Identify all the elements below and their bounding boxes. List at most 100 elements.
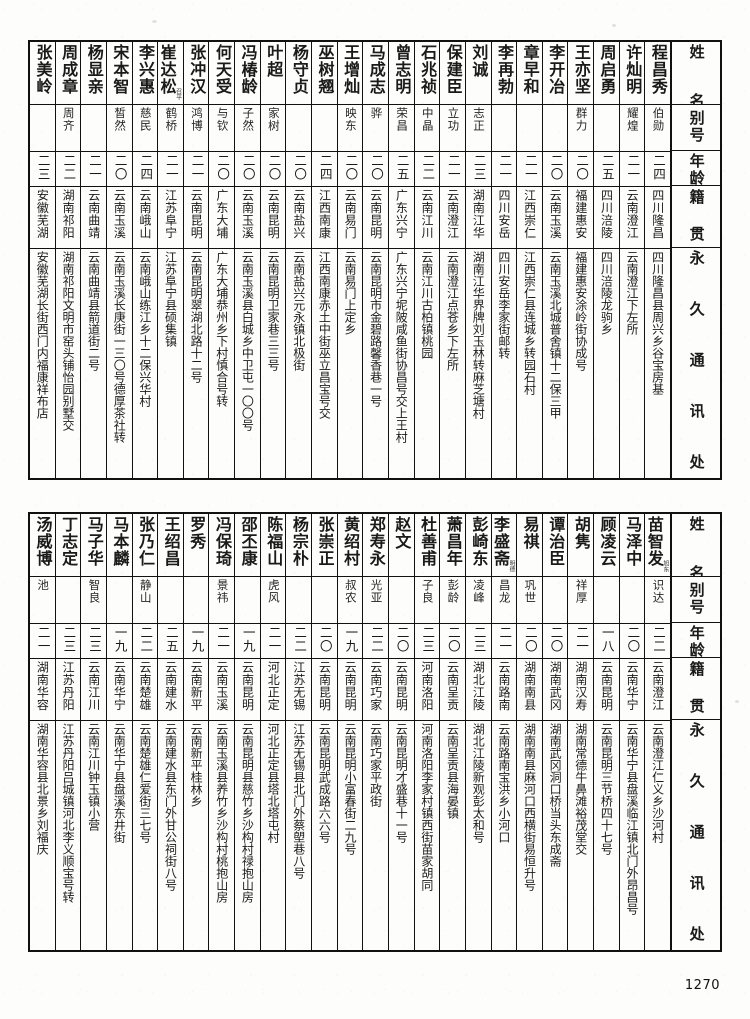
ink-smudge — [612, 24, 616, 27]
person-age: 二二 — [138, 626, 154, 653]
person-name: 石兆祯 — [418, 44, 438, 95]
person-address: 云南昆明翠湖北路十二号 — [189, 251, 204, 383]
person-origin: 安徽芜湖 — [35, 189, 50, 239]
person-address: 云南昆明三节桥四十七号 — [599, 723, 614, 855]
person-name-cell: 张崇正 — [312, 514, 337, 576]
person-entry-column[interactable]: 胡隽 祥厚 二一 湖南汉寿 湖南常德牛鼻滩裕茂堂交 — [567, 514, 594, 950]
person-entry-column[interactable]: 张乃仁 静山 二二 云南楚雄 云南楚雄仁爱街三七号 — [131, 514, 158, 950]
person-entry-column[interactable]: 何天受 与钦 二〇 广东大埔 广东大埔恭州乡下村慎合号转 — [208, 42, 235, 478]
person-entry-column[interactable]: 崔达松 召平 鹤桥 二一 江苏阜宁 江苏阜宁县硕集镇 — [157, 42, 183, 478]
person-entry-column[interactable]: 马本麟 一九 云南华宁 云南华宁县盘溪东井街 — [105, 514, 132, 950]
person-address-cell: 江苏阜宁县硕集镇 — [158, 248, 183, 478]
person-name-wrap: 保建臣 — [444, 44, 463, 102]
person-entry-column[interactable]: 陈福山 虎风 二一 河北正定 河北正定县塔北塔屯村 — [259, 514, 286, 950]
person-entry-column[interactable]: 周启勇 二五 四川涪陵 四川涪陵龙驹乡 — [593, 42, 619, 478]
person-alias-cell: 映东 — [337, 104, 363, 151]
person-entry-column[interactable]: 马泽中 二〇 云南华宁 云南华宁县盘溪临江镇北门外昂昌号 — [618, 514, 645, 950]
person-entry-column[interactable]: 谭治臣 二〇 湖南武冈 湖南武冈洞口桥当头东成斋 — [541, 514, 568, 950]
person-entry-column[interactable]: 叶超 家树 二〇 云南昆明 云南昆明卫家巷三三号 — [259, 42, 286, 478]
person-address-cell: 云南昆明县慈竹乡沙构村禄抱山房 — [235, 720, 260, 950]
person-name-wrap: 张美岭 — [33, 44, 52, 102]
person-name-wrap: 彭崎东 — [469, 516, 489, 574]
person-entry-column[interactable]: 许灿明 耀煌 二一 云南澄江 云南澄江下左所 — [618, 42, 645, 478]
person-age: 二一 — [625, 154, 641, 181]
person-entry-column[interactable]: 石兆祯 中晶 二二 云南江川 云南江川古柏镇桃园 — [413, 42, 440, 478]
person-entry-column[interactable]: 郑寿永 光亚 二二 云南巧家 云南巧家平政街 — [362, 514, 388, 950]
person-alias-cell: 家树 — [260, 104, 286, 151]
person-entry-column[interactable]: 章早和 二一 江西崇仁 江西崇仁县连城乡转园石村 — [516, 42, 542, 478]
person-entry-column[interactable]: 赵文 二〇 云南昆明 云南昆明才盛巷十一号 — [387, 514, 414, 950]
person-name-cell: 石兆祯 — [415, 42, 440, 104]
person-entry-column[interactable]: 萧昌年 彭龄 二〇 云南呈贡 云南呈贡县海晏镇 — [439, 514, 465, 950]
person-name: 冯椿龄 — [238, 44, 258, 95]
person-address-cell: 云南华宁县盘溪临江镇北门外昂昌号 — [619, 720, 645, 950]
person-name-wrap: 石兆祯 — [418, 44, 438, 102]
person-entry-column[interactable]: 李盛斋 明德 昌龙 二一 云南路南 云南路南宝洪乡小河口 — [490, 514, 517, 950]
person-entry-column[interactable]: 李开冶 二〇 云南玉溪 云南玉溪北城普舍镇十二保三甲 — [541, 42, 568, 478]
person-origin-cell: 四川隆昌 — [645, 186, 670, 248]
person-entry-column[interactable]: 曾志明 荣昌 二五 广东兴宁 广东兴宁坭陂咸鱼街协昌号交上王村 — [387, 42, 414, 478]
person-entry-column[interactable]: 张冲汉 鸿博 二一 云南昆明 云南昆明翠湖北路十二号 — [182, 42, 209, 478]
person-alias-cell: 昌龙 — [491, 576, 517, 623]
person-alias-cell — [158, 576, 183, 623]
person-age: 二五 — [394, 154, 410, 181]
person-entry-column[interactable]: 张美岭 二三 安徽芜湖 安徽芜湖长街西门内福康祥布店 — [29, 42, 55, 478]
person-entry-column[interactable]: 杨宗朴 二二 江苏无锡 江苏无锡县北门外蔡塱巷八号 — [285, 514, 312, 950]
person-entry-column[interactable]: 邵丕康 一九 云南昆明 云南昆明县慈竹乡沙构村禄抱山房 — [234, 514, 260, 950]
person-entry-column[interactable]: 杨显亲 二一 云南曲靖 云南曲靖县箭道街二号 — [80, 42, 106, 478]
person-name-wrap: 马成志 — [367, 44, 386, 102]
person-entry-column[interactable]: 李兴惠 慈民 二四 云南峨山 云南峨山练江乡十二保兴华村 — [131, 42, 158, 478]
person-entry-column[interactable]: 汤威博池二一 湖南华容 湖南华容县北景乡刘福庆 — [29, 514, 55, 950]
person-entry-column[interactable]: 冯保琦 景祎 二一 云南玉溪 云南玉溪县养竹乡沙构村桃抱山房 — [208, 514, 235, 950]
person-address: 湖南常德牛鼻滩裕茂堂交 — [573, 723, 588, 855]
person-address: 云南玉溪长庚街一三〇号德厚茶社转 — [112, 251, 127, 443]
person-entry-column[interactable]: 王亦坚 群力 二〇 福建惠安 福建惠安涂岭街协成号 — [567, 42, 594, 478]
person-origin-cell: 湖北江陵 — [465, 658, 491, 720]
person-name-cell: 赵文 — [389, 514, 414, 576]
person-entry-column[interactable]: 马子华 智良 二三 云南江川 云南江川钟玉镇小营 — [80, 514, 106, 950]
person-age-cell: 二一 — [260, 623, 286, 658]
person-entry-column[interactable]: 易祺 巩世 二〇 湖南南县 湖南南县麻河口西横街易恒升号 — [516, 514, 542, 950]
person-age-cell: 二三 — [465, 151, 491, 186]
person-name: 彭崎东 — [469, 516, 489, 567]
person-entry-column[interactable]: 程昌秀 伯勋 二四 四川隆昌 四川隆昌县周兴乡谷宝房基 — [644, 42, 670, 478]
person-name: 胡隽 — [571, 516, 591, 550]
person-origin-cell: 云南玉溪 — [542, 186, 568, 248]
person-alias: 叔农 — [343, 579, 358, 604]
person-entry-column[interactable]: 苗智发 旭东 识达 二二 云南澄江 云南澄江仁义乡沙河村 — [644, 514, 670, 950]
person-origin: 江苏丹阳 — [61, 661, 76, 711]
person-entry-column[interactable]: 巫树翘 二四 江西南康 江西南康赤土中街巫立昌宝号交 — [311, 42, 337, 478]
person-entry-column[interactable]: 彭崎东 凌峰 二三 湖北江陵 湖北江陵新观彭太和号 — [464, 514, 491, 950]
person-entry-column[interactable]: 王绍昌 二五 云南建水 云南建水县东门外甘公祠街八号 — [157, 514, 183, 950]
person-entry-column[interactable]: 保建臣 立功 二一 云南澄江 云南澄江点苍乡下左所 — [439, 42, 465, 478]
person-entry-column[interactable]: 罗秀 一九 云南新平 云南新平桂林乡 — [182, 514, 209, 950]
person-name: 张崇正 — [315, 516, 335, 567]
person-name: 苗智发 — [645, 516, 664, 567]
person-entry-column[interactable]: 张崇正 二〇 云南昆明 云南昆明武成路六六号 — [311, 514, 337, 950]
person-entry-column[interactable]: 马成志骅二〇 云南昆明 云南昆明市金碧路馨香巷一号 — [362, 42, 388, 478]
person-address-cell: 云南昆明翠湖北路十二号 — [183, 248, 209, 478]
person-age-cell: 一八 — [594, 623, 619, 658]
person-alias: 虎风 — [266, 579, 281, 604]
row-label-alias: 别号 — [687, 110, 706, 145]
person-name-cell: 顾凌云 — [594, 514, 619, 576]
person-alias-cell: 祥厚 — [568, 576, 594, 623]
person-name: 程昌秀 — [648, 44, 668, 95]
person-age: 二三 — [61, 626, 77, 653]
person-entry-column[interactable]: 刘诚 志正 二三 湖南江华 湖南江华界牌刘玉林转麻芝塘村 — [464, 42, 491, 478]
person-entry-column[interactable]: 李再勃 二一 四川安岳 四川安岳李家街邮转 — [490, 42, 517, 478]
person-entry-column[interactable]: 王增灿 映东 二〇 云南易门 云南易门上定乡 — [336, 42, 363, 478]
person-entry-column[interactable]: 杜善甫 子良 二三 河南洛阳 河南洛阳李家村镇西街苗家胡同 — [413, 514, 440, 950]
person-origin-cell: 云南江川 — [81, 658, 106, 720]
person-origin-cell: 云南昆明 — [312, 658, 337, 720]
person-entry-column[interactable]: 宋本智 皙然 二〇 云南玉溪 云南玉溪长庚街一三〇号德厚茶社转 — [105, 42, 132, 478]
person-entry-column[interactable]: 顾凌云 一八 云南昆明 云南昆明三节桥四十七号 — [593, 514, 619, 950]
person-address-cell: 福建惠安涂岭街协成号 — [568, 248, 594, 478]
person-entry-column[interactable]: 黄绍村 叔农 一九 云南昆明 云南昆明小富春街二九号 — [336, 514, 363, 950]
person-address-cell: 云南昆明才盛巷十一号 — [388, 720, 414, 950]
person-entry-column[interactable]: 杨守贞 二〇 云南盐兴 云南盐兴元永镇北极街 — [285, 42, 312, 478]
person-entry-column[interactable]: 周成章 周齐 二二 湖南祁阳 湖南祁阳文明市窑头铺怡园别墅交 — [54, 42, 81, 478]
person-entry-column[interactable]: 冯椿龄 子然 二〇 云南玉溪 云南玉溪县白城乡中卫屯一〇〇号 — [234, 42, 260, 478]
person-age-cell: 二一 — [619, 151, 645, 186]
person-entry-column[interactable]: 丁志定 二三 江苏丹阳 江苏丹阳吕城镇河北李义顺宝号转 — [54, 514, 81, 950]
